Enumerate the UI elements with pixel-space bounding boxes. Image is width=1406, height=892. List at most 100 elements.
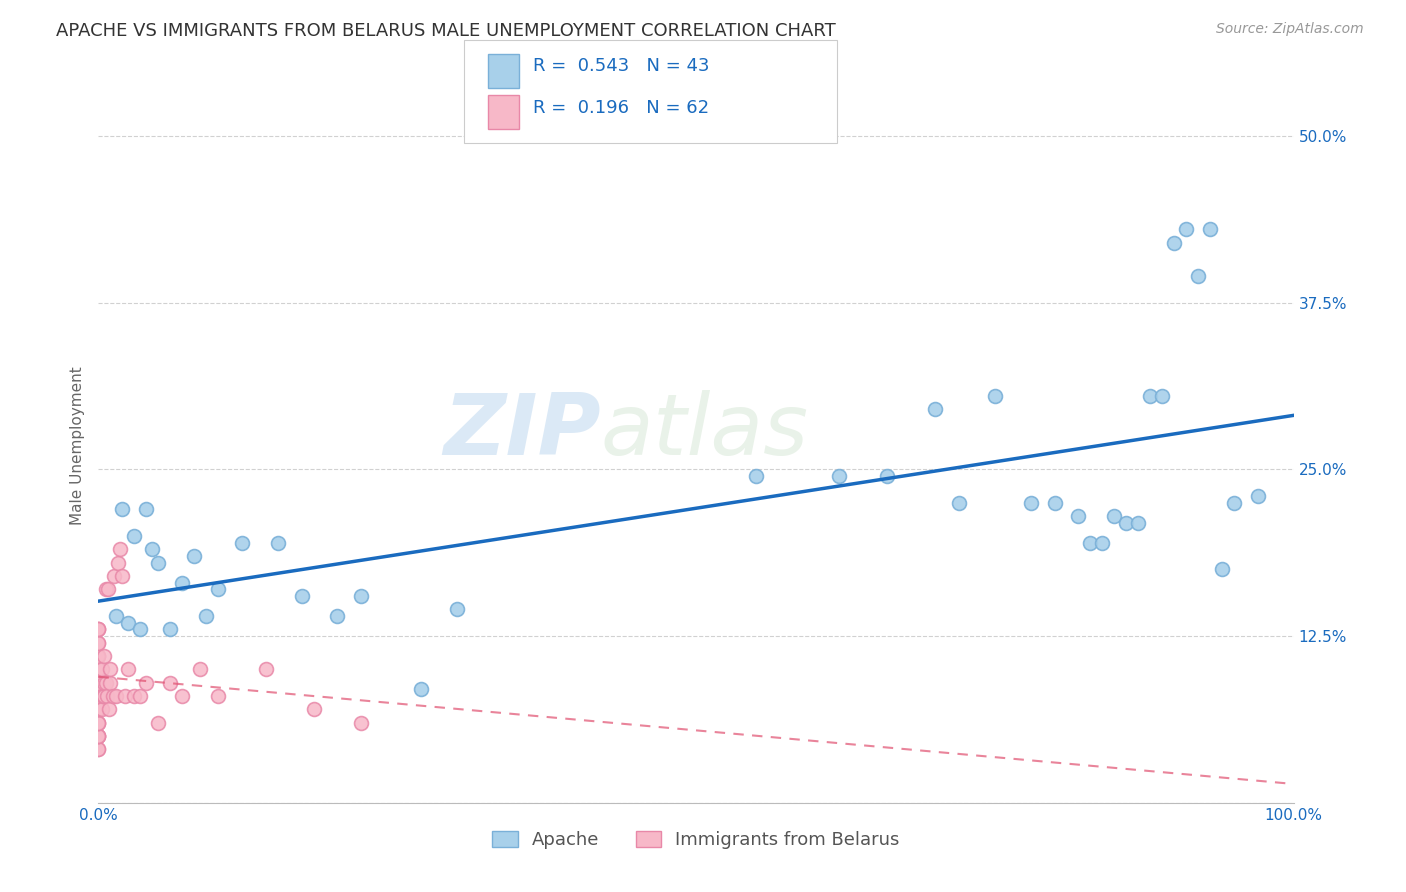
Point — [124, 529, 146, 543]
Point — [98, 662, 122, 676]
Point — [87, 742, 110, 756]
Point — [98, 702, 121, 716]
Point — [91, 702, 114, 716]
Point — [924, 402, 946, 417]
Point — [135, 502, 157, 516]
Point — [97, 582, 120, 597]
Point — [188, 662, 211, 676]
Point — [1187, 268, 1209, 283]
Point — [326, 609, 349, 624]
Point — [93, 675, 115, 690]
Point — [350, 715, 373, 730]
Point — [87, 715, 110, 730]
Point — [87, 729, 110, 743]
Point — [1247, 489, 1270, 503]
Point — [87, 715, 110, 730]
Point — [876, 469, 898, 483]
Point — [1163, 235, 1185, 250]
Point — [87, 702, 110, 716]
Point — [1152, 389, 1174, 403]
Point — [87, 662, 110, 676]
Point — [1067, 509, 1090, 524]
Point — [207, 582, 229, 597]
Text: R =  0.543   N = 43: R = 0.543 N = 43 — [533, 57, 710, 75]
Point — [93, 649, 115, 664]
Point — [87, 729, 110, 743]
Point — [172, 689, 194, 703]
Point — [105, 609, 128, 624]
Point — [207, 689, 229, 703]
Point — [291, 589, 314, 603]
Text: R =  0.196   N = 62: R = 0.196 N = 62 — [533, 99, 709, 117]
Point — [87, 742, 110, 756]
Point — [1080, 535, 1102, 549]
Point — [87, 702, 110, 716]
Text: ZIP: ZIP — [443, 390, 600, 474]
Point — [117, 662, 139, 676]
Point — [1043, 496, 1066, 510]
Point — [302, 702, 325, 716]
Point — [87, 662, 110, 676]
Point — [94, 675, 117, 690]
Point — [87, 689, 110, 703]
Point — [129, 689, 152, 703]
Point — [411, 682, 433, 697]
Point — [87, 675, 110, 690]
Point — [117, 615, 139, 630]
Point — [91, 662, 114, 676]
Point — [267, 535, 290, 549]
Point — [87, 636, 110, 650]
Point — [1104, 509, 1126, 524]
Point — [148, 715, 170, 730]
Point — [87, 623, 110, 637]
Point — [129, 623, 152, 637]
Point — [135, 675, 157, 690]
Point — [1139, 389, 1161, 403]
Point — [159, 675, 181, 690]
Point — [1175, 222, 1198, 236]
Point — [1019, 496, 1042, 510]
Point — [107, 556, 129, 570]
Point — [87, 649, 110, 664]
Point — [1223, 496, 1246, 510]
Point — [141, 542, 163, 557]
Point — [103, 569, 125, 583]
Point — [87, 689, 110, 703]
Point — [828, 469, 851, 483]
Point — [350, 589, 373, 603]
Point — [111, 569, 134, 583]
Point — [254, 662, 277, 676]
Point — [231, 535, 253, 549]
Point — [1128, 516, 1150, 530]
Point — [87, 729, 110, 743]
Point — [87, 675, 110, 690]
Point — [87, 702, 110, 716]
Point — [87, 649, 110, 664]
Point — [93, 689, 115, 703]
Legend: Apache, Immigrants from Belarus: Apache, Immigrants from Belarus — [484, 822, 908, 858]
Y-axis label: Male Unemployment: Male Unemployment — [69, 367, 84, 525]
Point — [87, 662, 110, 676]
Point — [87, 623, 110, 637]
Point — [101, 689, 124, 703]
Point — [159, 623, 181, 637]
Point — [195, 609, 218, 624]
Point — [105, 689, 128, 703]
Point — [87, 715, 110, 730]
Point — [87, 662, 110, 676]
Point — [87, 636, 110, 650]
Point — [87, 675, 110, 690]
Point — [111, 502, 134, 516]
Point — [1091, 535, 1114, 549]
Point — [183, 549, 205, 563]
Text: atlas: atlas — [600, 390, 808, 474]
Point — [172, 575, 194, 590]
Point — [984, 389, 1007, 403]
Point — [91, 689, 114, 703]
Point — [1211, 562, 1233, 576]
Point — [87, 689, 110, 703]
Point — [96, 689, 118, 703]
Point — [148, 556, 170, 570]
Point — [98, 675, 122, 690]
Point — [87, 729, 110, 743]
